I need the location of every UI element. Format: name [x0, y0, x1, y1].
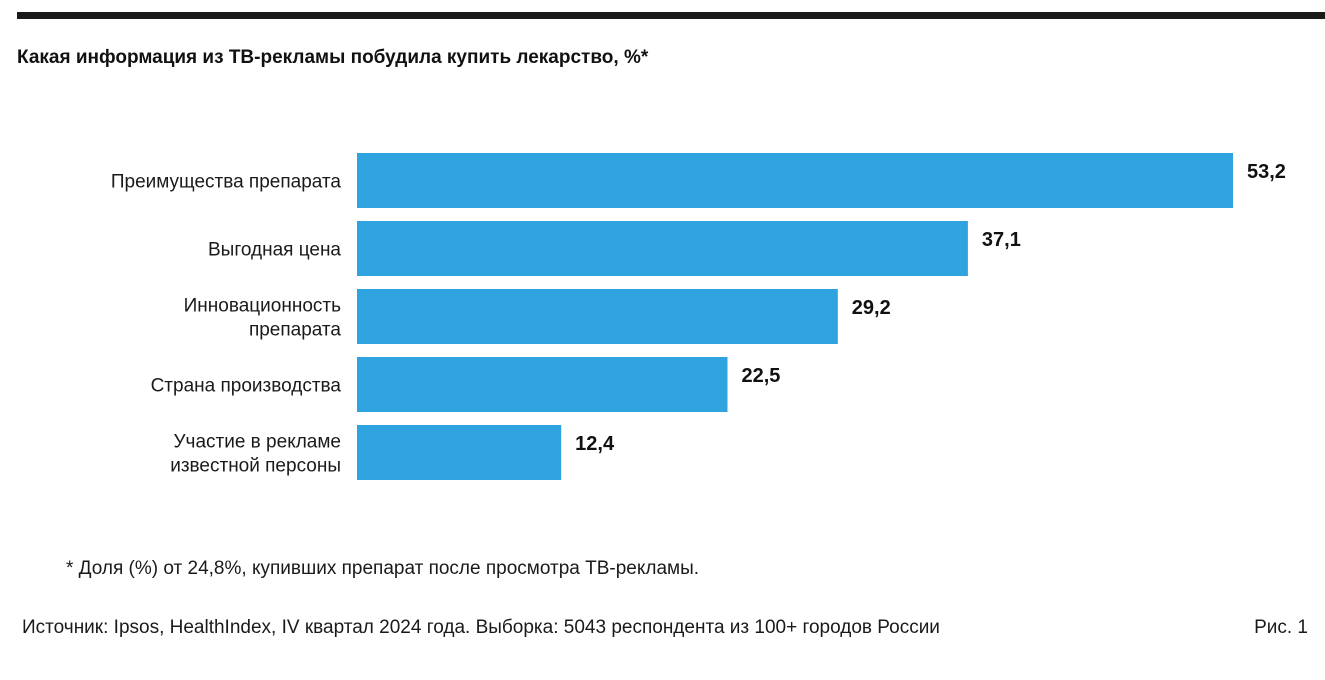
- category-label-2: Выгодная цена: [208, 240, 341, 261]
- chart-title: Какая информация из ТВ-рекламы побудила …: [17, 47, 649, 68]
- bar-5: [357, 425, 562, 480]
- footnote: * Доля (%) от 24,8%, купивших препарат п…: [66, 558, 700, 579]
- value-label-2: 37,1: [982, 229, 1021, 251]
- bar-2: [357, 221, 968, 276]
- category-label-5-line-2: известной персоны: [170, 456, 341, 477]
- bar-4: [357, 357, 728, 412]
- value-label-5: 12,4: [575, 433, 615, 455]
- category-label-1: Преимущества препарата: [111, 172, 342, 193]
- figure-label: Рис. 1: [1254, 617, 1308, 638]
- top-rule: [17, 12, 1325, 19]
- category-label-5-line-1: Участие в рекламе: [173, 432, 341, 453]
- value-label-1: 53,2: [1247, 161, 1286, 183]
- category-label-3-line-1: Инновационность: [184, 296, 341, 317]
- bar-1: [357, 153, 1233, 208]
- bar-3: [357, 289, 838, 344]
- category-label-4: Страна производства: [151, 376, 342, 397]
- source-note: Источник: Ipsos, HealthIndex, IV квартал…: [22, 617, 940, 638]
- value-label-4: 22,5: [741, 365, 780, 387]
- value-label-3: 29,2: [852, 297, 891, 319]
- category-label-3-line-2: препарата: [249, 320, 341, 341]
